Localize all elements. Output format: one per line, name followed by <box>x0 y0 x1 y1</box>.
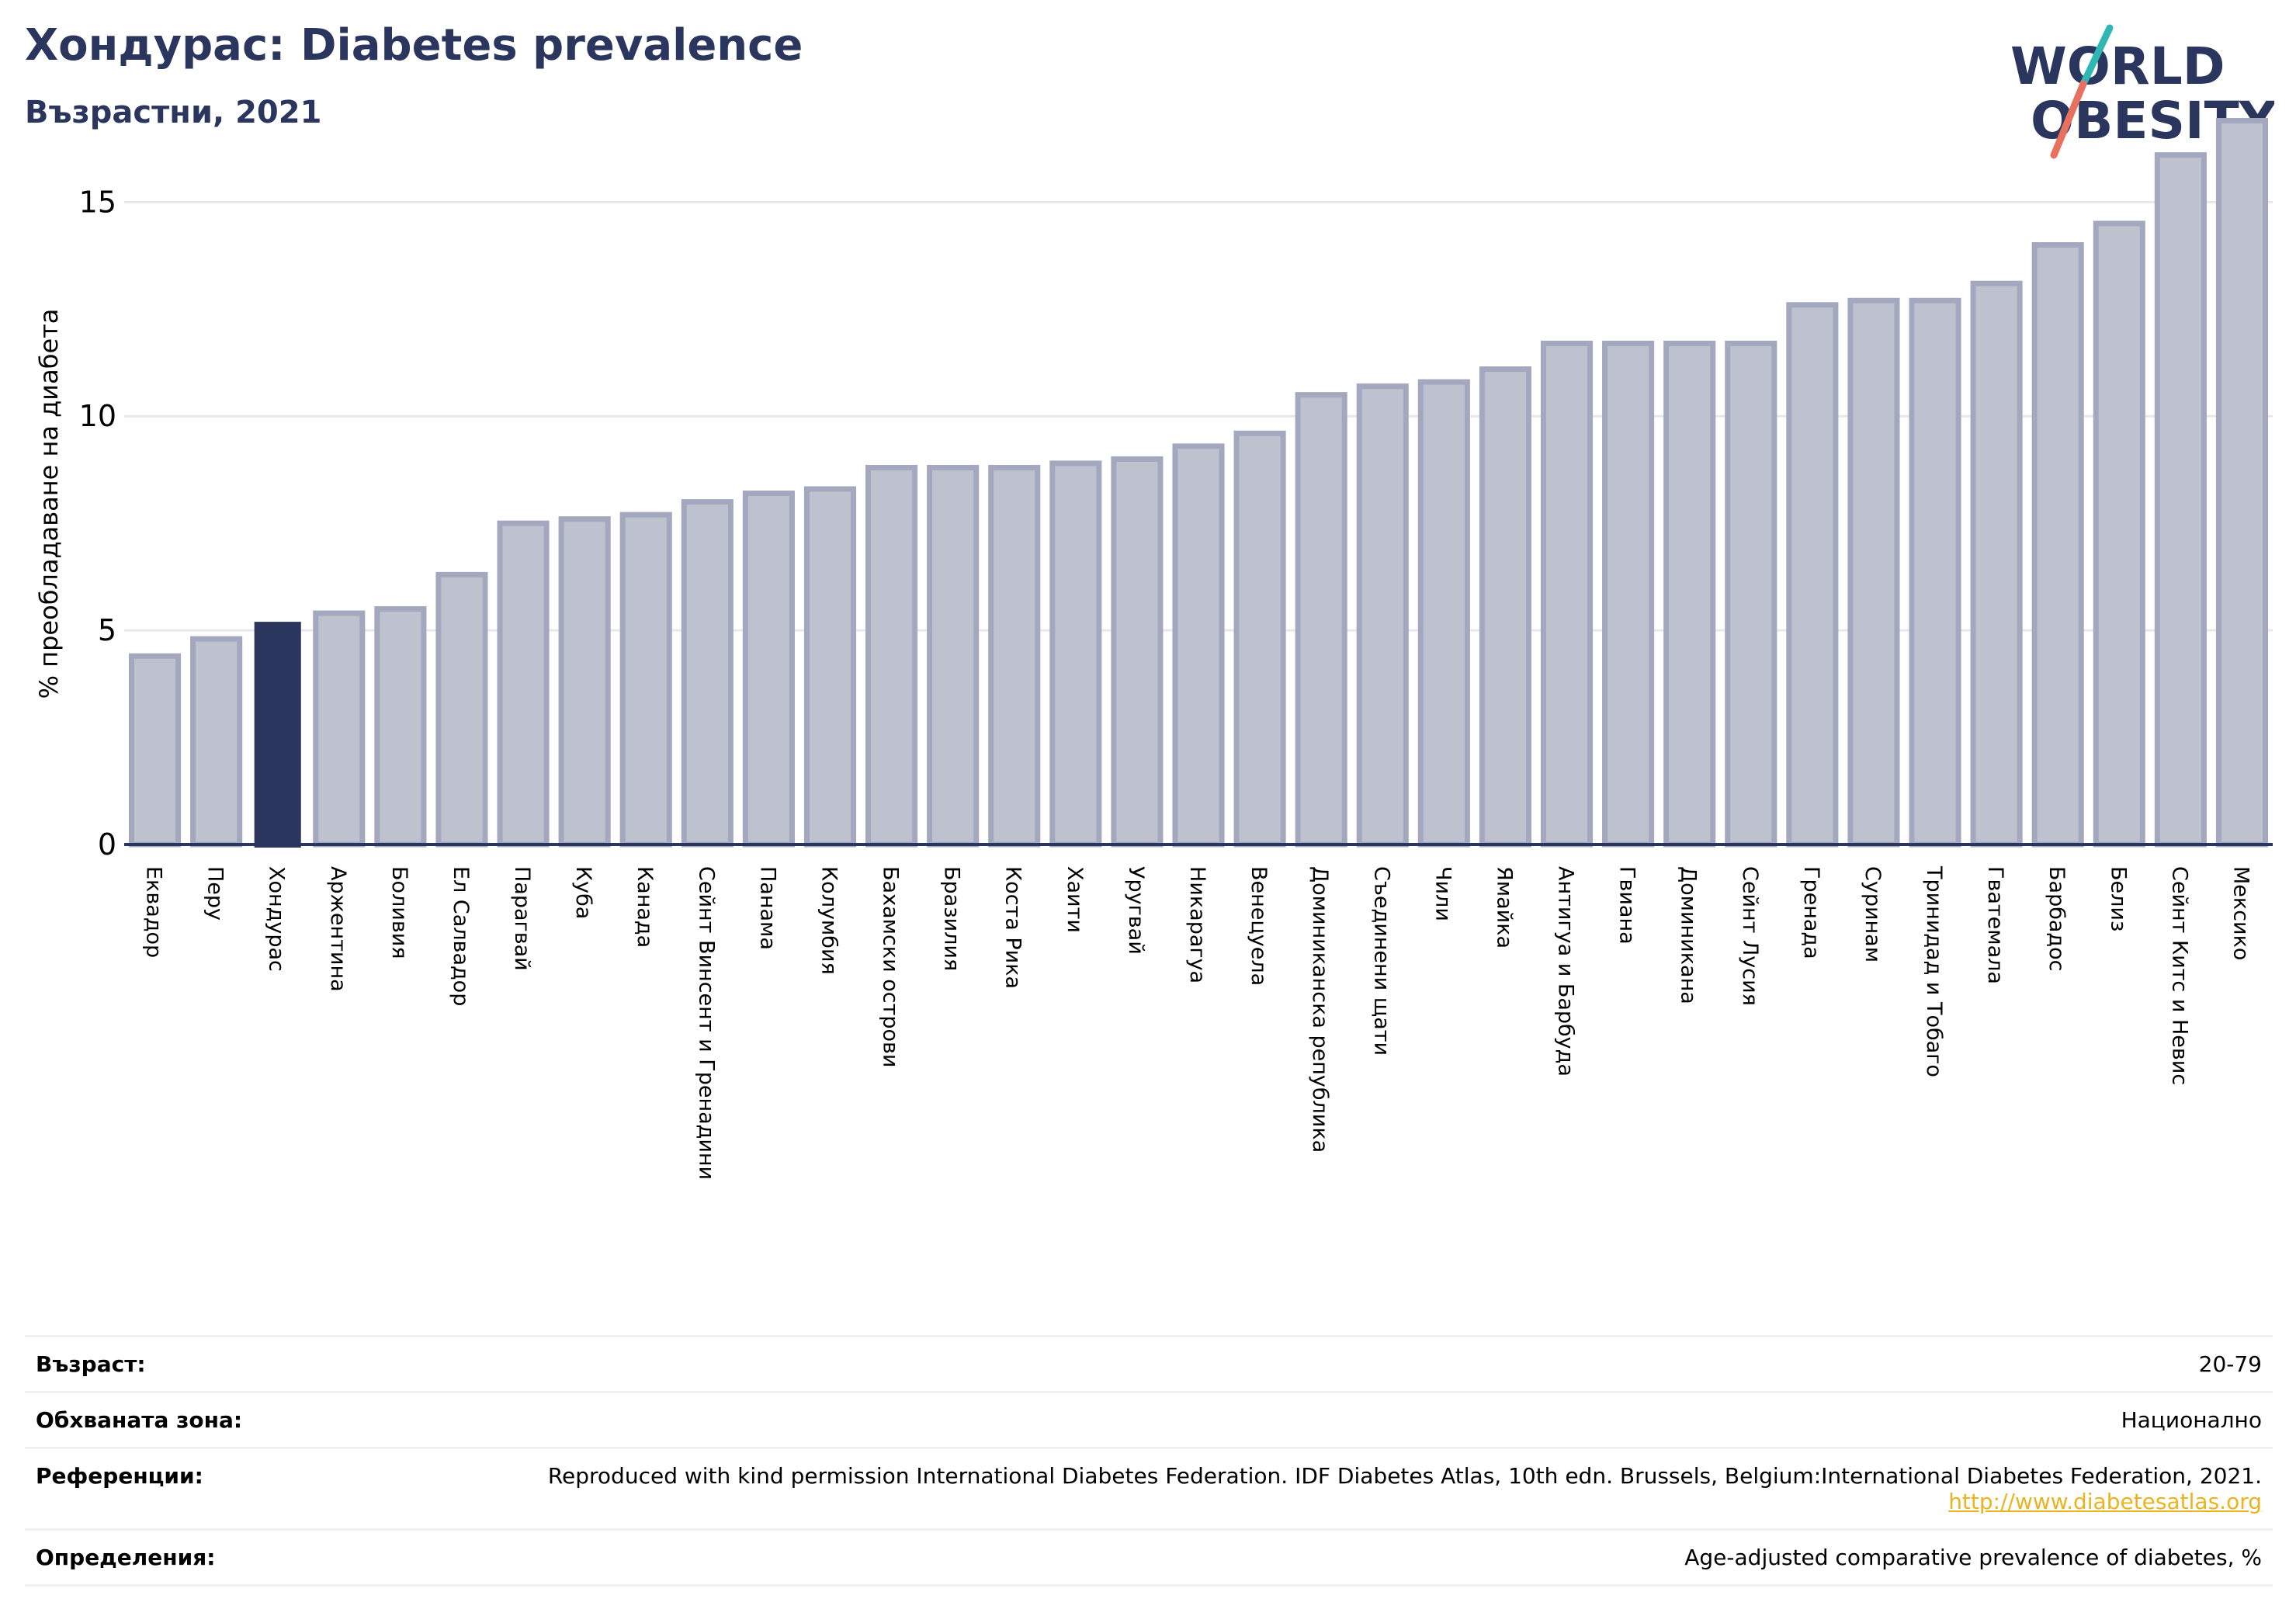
reference-link[interactable]: http://www.diabetesatlas.org <box>1948 1489 2262 1514</box>
info-row-references: Референции: Reproduced with kind permiss… <box>25 1448 2273 1530</box>
bar <box>927 464 980 848</box>
bar <box>2154 152 2207 848</box>
x-tick-label: Бразилия <box>940 866 964 971</box>
x-tick-label: Боливия <box>387 866 411 959</box>
bar <box>1909 297 1961 848</box>
info-value: Age-adjusted comparative prevalence of d… <box>1684 1545 2262 1570</box>
bar <box>374 606 427 848</box>
bar <box>1786 302 1839 848</box>
bar <box>1049 460 1102 848</box>
logo-slash-teal-icon <box>2079 24 2114 88</box>
x-tick-label: Панама <box>755 866 779 950</box>
bar <box>558 516 611 848</box>
bar <box>742 491 795 848</box>
info-label: Определения: <box>36 1545 216 1570</box>
info-value: Национално <box>2121 1407 2262 1433</box>
bar-chart: 0 5 10 15 % преобладаване на диабета Еквадор П… <box>34 118 2273 1180</box>
x-tick-label: Сейнт Лусия <box>1738 866 1762 1006</box>
x-tick-label: Тринидад и Тобаго <box>1922 865 1946 1077</box>
x-tick-label: Куба <box>571 866 595 919</box>
x-tick-label: Ямайка <box>1492 866 1516 948</box>
bar <box>1233 430 1286 848</box>
info-label: Обхваната зона: <box>36 1407 243 1433</box>
x-tick-label: Гвиана <box>1615 866 1639 945</box>
x-tick-label: Еквадор <box>142 866 166 958</box>
x-tick-label: Колумбия <box>817 866 841 975</box>
x-tick-label: Съединени щати <box>1369 866 1393 1056</box>
bar <box>1479 366 1531 848</box>
x-tick-label: Уругвай <box>1124 866 1148 955</box>
bar <box>988 464 1041 848</box>
bar <box>1172 443 1225 848</box>
x-tick-label: Сейнт Китс и Невис <box>2167 866 2191 1085</box>
x-tick-label: Сейнт Винсент и Гренадини <box>694 866 718 1180</box>
x-tick-label: Доминиканска република <box>1308 866 1332 1153</box>
y-tick-label: 10 <box>79 399 116 433</box>
x-tick-label: Суринам <box>1861 866 1885 962</box>
info-label: Възраст: <box>36 1351 146 1377</box>
bar <box>1725 340 1777 848</box>
x-tick-label: Перу <box>203 866 227 921</box>
bar <box>619 512 672 848</box>
x-tick-label: Гватемала <box>1983 866 2007 984</box>
x-tick-label: Доминикана <box>1677 866 1701 1004</box>
y-axis-label: % преобладаване на диабета <box>34 309 64 699</box>
bar <box>128 653 182 848</box>
y-tick-label: 15 <box>79 185 116 219</box>
bar <box>803 486 857 848</box>
chart-subtitle: Възрастни, 2021 <box>25 95 322 130</box>
x-tick-label: Парагвай <box>510 866 534 971</box>
x-tick-label: Никарагуа <box>1185 866 1209 983</box>
bar <box>2215 118 2269 848</box>
x-tick-label: Аржентина <box>326 866 350 992</box>
logo-slash-coral-icon <box>2050 80 2087 159</box>
bar <box>254 622 301 848</box>
x-tick-label: Гренада <box>1799 866 1823 959</box>
bar <box>435 571 488 848</box>
x-tick-label: Барбадос <box>2045 866 2069 971</box>
bar <box>1111 456 1164 848</box>
x-tick-label: Мексико <box>2228 866 2253 960</box>
x-tick-label: Канада <box>633 866 657 948</box>
logo-line1: WORLD <box>2010 36 2225 96</box>
bar <box>190 636 243 848</box>
info-value-reference: Reproduced with kind permission Internat… <box>435 1448 2273 1530</box>
bar <box>1295 392 1347 848</box>
info-label: Референции: <box>36 1463 203 1489</box>
x-tick-label: Хондурас <box>265 866 289 972</box>
x-tick-label: Антигуа и Барбуда <box>1554 866 1578 1077</box>
bar <box>2031 242 2084 848</box>
info-table: Възраст: 20-79 Обхваната зона: Националн… <box>25 1335 2273 1587</box>
info-row-age: Възраст: 20-79 <box>25 1336 2273 1392</box>
x-tick-label: Чили <box>1431 866 1455 921</box>
x-tick-label: Венецуела <box>1247 866 1271 986</box>
bar <box>1847 297 1900 848</box>
bar <box>865 464 918 848</box>
x-tick-label: Бахамски острови <box>879 866 903 1067</box>
info-row-coverage: Обхваната зона: Национално <box>25 1392 2273 1448</box>
info-row-definitions: Определения: Age-adjusted comparative pr… <box>25 1529 2273 1586</box>
x-tick-label: Хаити <box>1063 866 1087 933</box>
y-tick-label: 0 <box>98 827 116 862</box>
x-tick-label: Белиз <box>2106 866 2130 931</box>
y-tick-label: 5 <box>98 613 116 647</box>
bar <box>681 499 734 848</box>
x-tick-label: Ел Салвадор <box>449 866 473 1006</box>
bar <box>313 610 366 848</box>
reference-text: Reproduced with kind permission Internat… <box>547 1463 2262 1489</box>
bar <box>1602 340 1655 848</box>
x-tick-label: Коста Рика <box>1001 866 1025 989</box>
bar <box>1540 340 1594 848</box>
bar <box>1417 379 1470 848</box>
bar <box>497 520 550 848</box>
bar <box>1356 383 1409 848</box>
info-value: 20-79 <box>2198 1351 2262 1377</box>
bar <box>2093 220 2145 848</box>
bar <box>1970 280 2023 848</box>
chart-title: Хондурас: Diabetes prevalence <box>25 20 803 71</box>
bar <box>1663 340 1716 848</box>
